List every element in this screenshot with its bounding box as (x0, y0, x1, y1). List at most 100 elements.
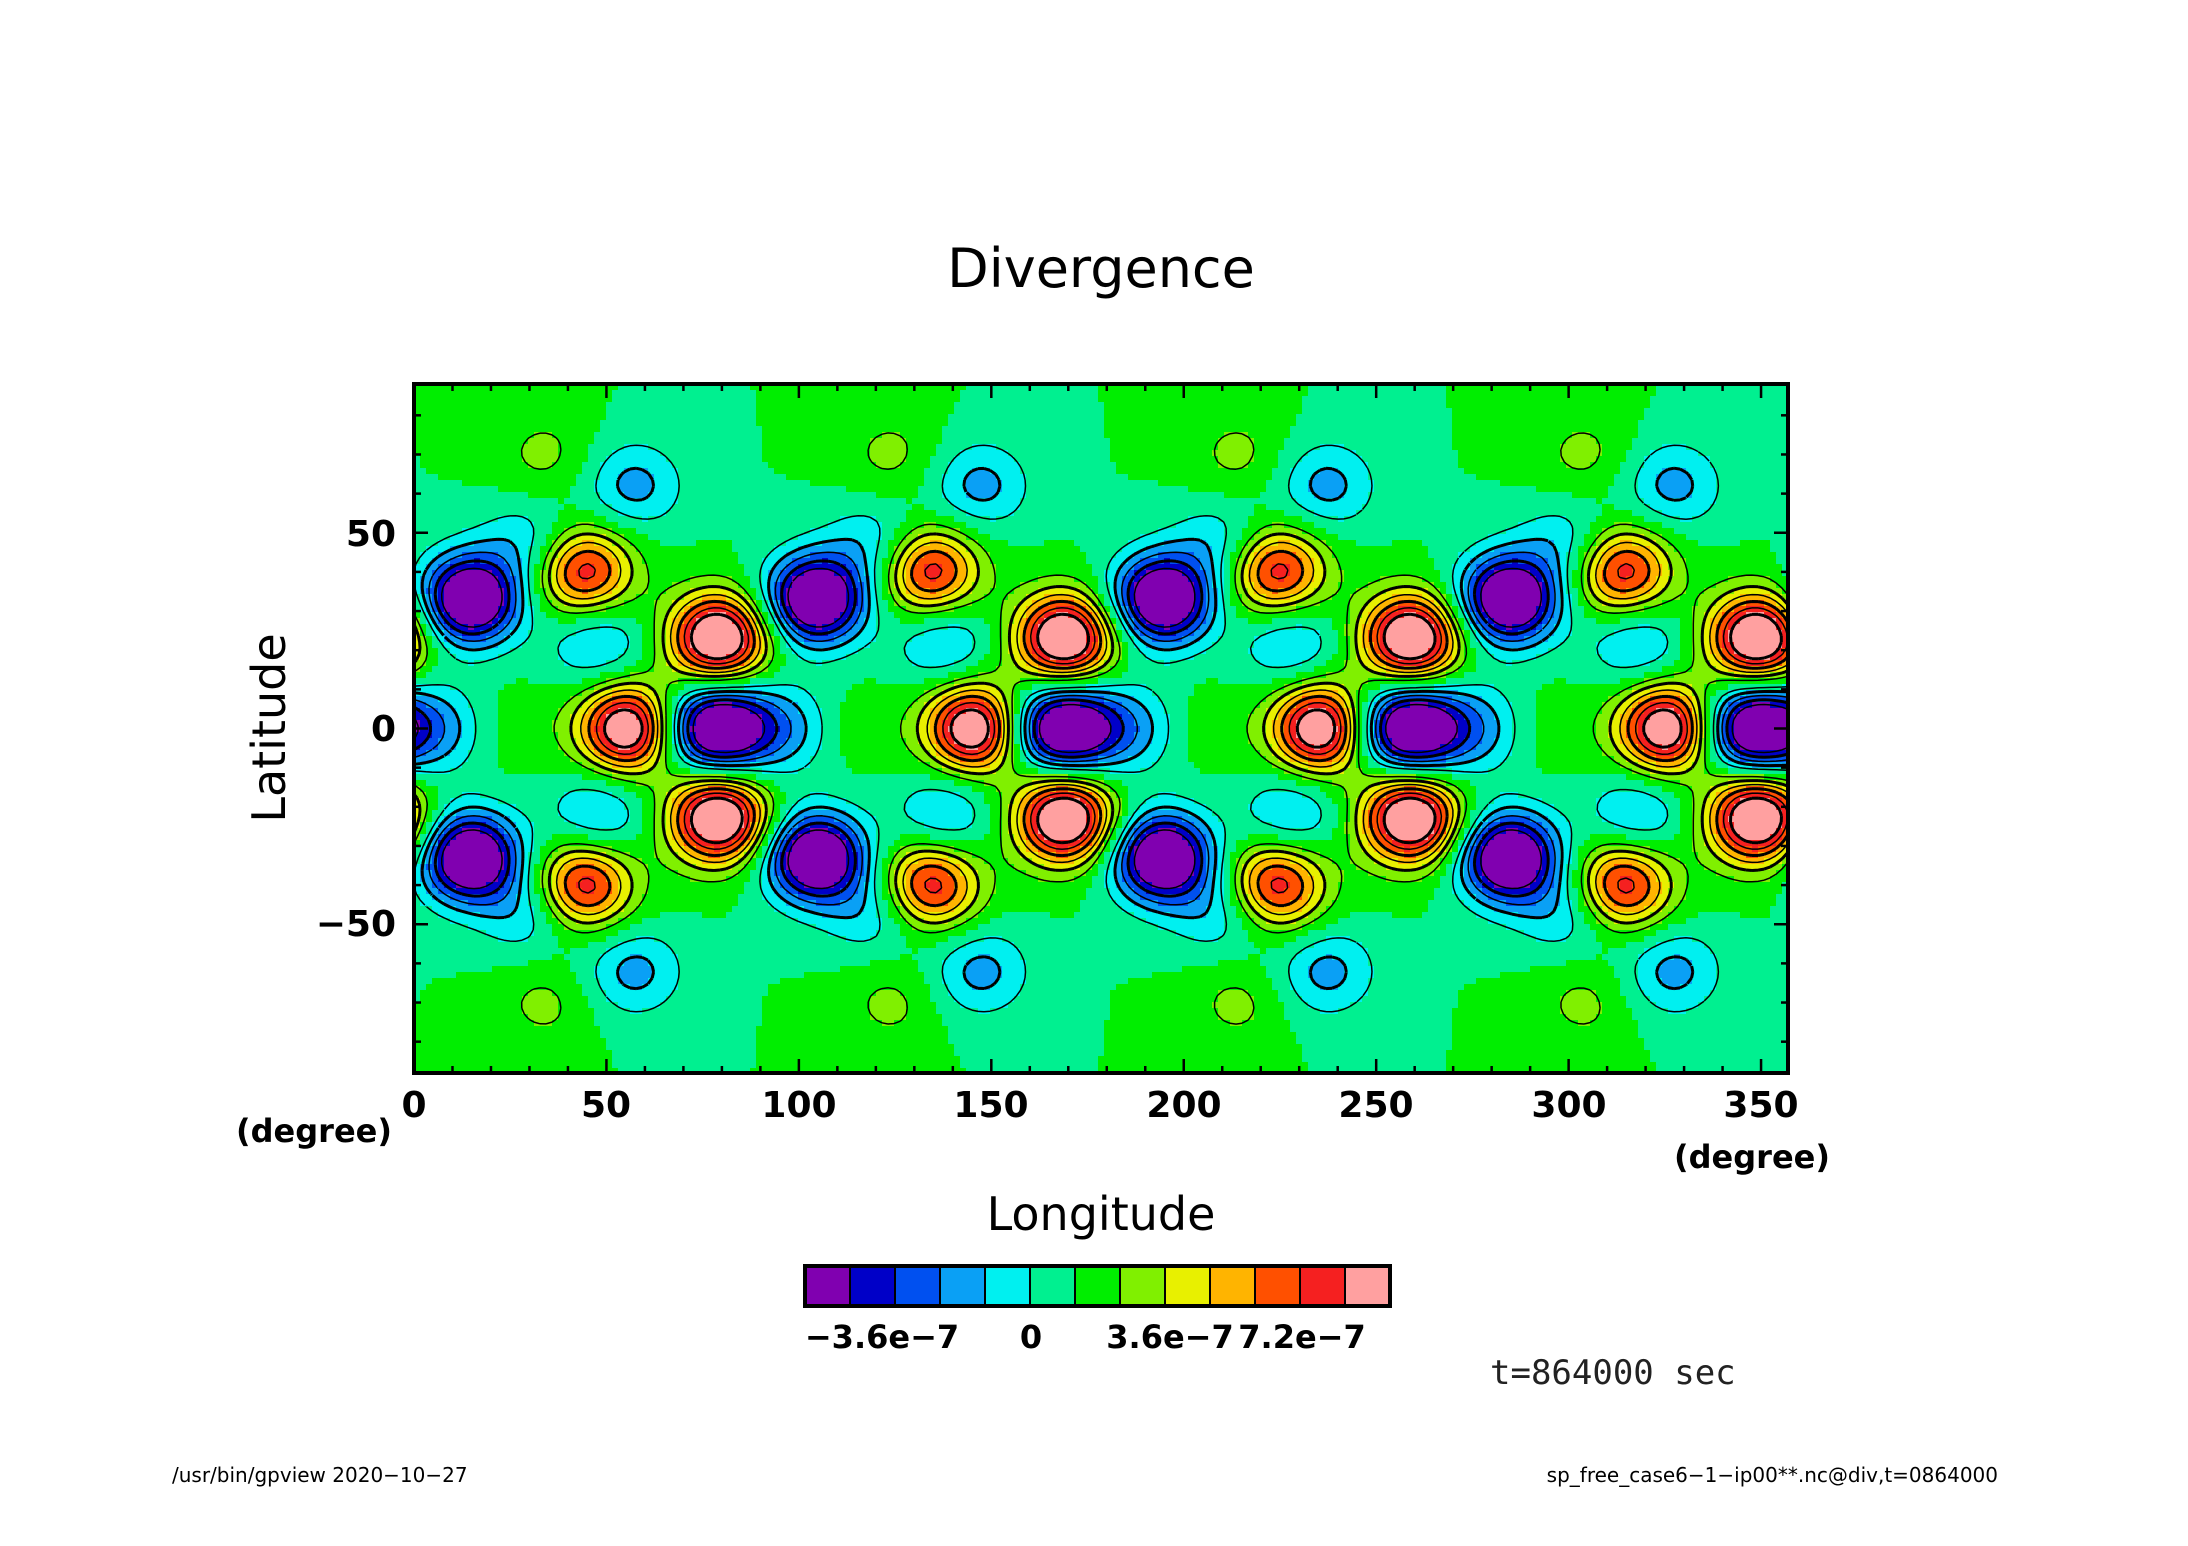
field-cell (414, 732, 433, 739)
field-cell (942, 474, 967, 481)
field-cell (834, 636, 853, 643)
field-cell (846, 576, 853, 583)
field-cell (1350, 654, 1357, 661)
field-cell (780, 726, 793, 733)
field-cell (738, 780, 757, 787)
field-cell (510, 858, 517, 865)
field-cell (1020, 498, 1297, 505)
field-cell (1566, 588, 1579, 595)
field-cell (954, 678, 1021, 685)
field-cell (1488, 822, 1501, 829)
field-cell (1266, 720, 1273, 727)
field-cell (426, 798, 439, 805)
field-cell (1452, 438, 1567, 445)
field-cell (438, 852, 445, 859)
field-cell (1302, 792, 1327, 799)
field-cell (498, 708, 559, 715)
field-cell (1320, 816, 1339, 823)
field-cell (870, 642, 907, 649)
field-cell (1224, 564, 1231, 571)
field-cell (1776, 852, 1788, 859)
field-cell (936, 738, 949, 745)
field-cell (762, 612, 769, 619)
field-cell (1128, 582, 1135, 589)
field-cell (732, 864, 745, 871)
field-cell (1284, 510, 1315, 517)
field-cell (642, 804, 655, 811)
field-cell (1734, 714, 1788, 721)
field-cell (894, 840, 1003, 847)
field-cell (1158, 756, 1189, 763)
field-cell (972, 786, 997, 793)
field-cell (414, 606, 421, 613)
field-cell (1110, 690, 1153, 697)
field-cell (1458, 618, 1465, 625)
field-cell (504, 858, 511, 865)
field-cell (1254, 636, 1321, 643)
field-cell (1476, 792, 1501, 799)
field-cell (444, 624, 451, 631)
field-cell (414, 852, 421, 859)
field-cell (1344, 792, 1363, 799)
field-cell (996, 882, 1093, 889)
field-cell (1578, 588, 1585, 595)
field-cell (1482, 888, 1495, 895)
field-cell (1650, 876, 1657, 883)
field-cell (1104, 414, 1297, 421)
field-cell (1140, 606, 1195, 613)
field-cell (1626, 576, 1651, 583)
field-cell (1488, 612, 1537, 619)
field-cell (732, 540, 787, 547)
field-cell (1596, 846, 1651, 853)
field-cell (762, 588, 769, 595)
field-cell (678, 612, 685, 619)
field-cell (1428, 846, 1441, 853)
field-cell (1344, 684, 1363, 691)
field-cell (1722, 846, 1735, 853)
field-cell (696, 714, 763, 721)
field-cell (1302, 690, 1339, 697)
field-cell (1056, 606, 1075, 613)
field-cell (1044, 714, 1105, 721)
field-cell (972, 636, 991, 643)
field-cell (1620, 576, 1627, 583)
field-cell (1464, 792, 1477, 799)
field-cell (1098, 396, 1303, 403)
field-cell (1572, 600, 1579, 607)
field-cell (774, 834, 781, 841)
field-cell (1272, 618, 1333, 625)
field-cell (462, 792, 481, 799)
field-cell (612, 846, 655, 853)
field-cell (1476, 834, 1483, 841)
field-cell (558, 558, 571, 565)
field-cell (1536, 654, 1603, 661)
field-cell (1686, 756, 1699, 763)
field-cell (900, 732, 919, 739)
field-cell (1302, 774, 1417, 781)
field-cell (1572, 432, 1591, 439)
field-cell (1008, 624, 1021, 631)
field-cell (1302, 402, 1447, 409)
field-cell (414, 564, 427, 571)
field-cell (1020, 750, 1027, 757)
field-cell (534, 528, 553, 535)
field-cell (1044, 702, 1063, 709)
field-cell (774, 720, 793, 727)
field-cell (960, 696, 985, 703)
field-cell (1728, 840, 1735, 847)
field-cell (966, 564, 979, 571)
field-cell (1032, 828, 1039, 835)
field-cell (1452, 420, 1639, 427)
field-cell (1302, 660, 1327, 667)
field-cell (1470, 600, 1477, 607)
field-cell (1194, 606, 1201, 613)
field-cell (1536, 624, 1543, 631)
field-cell (1236, 894, 1249, 901)
field-cell (1536, 702, 1603, 709)
field-cell (1110, 810, 1123, 817)
field-cell (642, 900, 739, 907)
field-cell (1368, 840, 1381, 847)
field-cell (624, 546, 637, 553)
field-cell (1206, 582, 1213, 589)
field-cell (906, 882, 913, 889)
